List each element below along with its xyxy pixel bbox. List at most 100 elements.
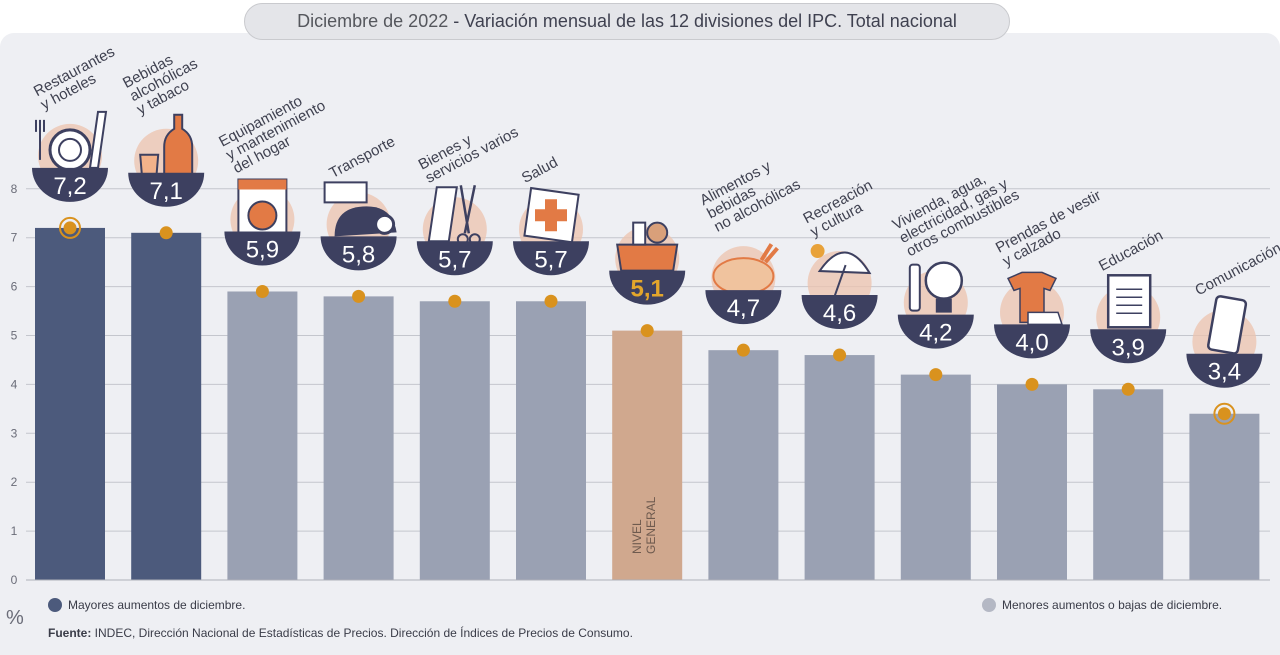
y-tick-label: 5 [11, 329, 18, 343]
value-badge [897, 314, 974, 349]
bar-12 [1189, 413, 1260, 580]
value-label: 4,7 [727, 295, 760, 322]
legend-normal-label: Menores aumentos o bajas de diciembre. [1002, 598, 1223, 612]
value-badge [705, 290, 782, 325]
shoe-shape [1027, 311, 1064, 326]
machine-panel [238, 179, 287, 190]
dot-ring [1213, 402, 1236, 425]
value-badge [609, 270, 686, 305]
bar-dot [1217, 407, 1231, 421]
value-label: 5,9 [246, 236, 279, 263]
y-tick-label: 2 [11, 475, 18, 489]
y-tick-label: 4 [11, 377, 18, 391]
bag-shape [616, 243, 679, 272]
chart-title: Diciembre de 2022 - Variación mensual de… [244, 3, 1010, 40]
category-label: Bienes yservicios varios [416, 110, 522, 186]
card-shape [323, 181, 368, 204]
legend-highlight-label: Mayores aumentos de diciembre. [68, 598, 246, 612]
bar-11 [1093, 389, 1164, 580]
y-axis-unit: % [6, 607, 24, 629]
carton-shape [632, 221, 647, 246]
bar-dot [929, 368, 943, 382]
y-tick-label: 0 [11, 573, 18, 587]
tshirt-shape [1006, 271, 1058, 324]
scissor-blades [459, 185, 477, 234]
category-label: Alimentos ybebidasno alcohólicas [697, 150, 803, 236]
y-tick-label: 8 [11, 182, 18, 196]
category-label-line: Transporte [326, 133, 398, 182]
legend-highlight-swatch [48, 598, 62, 612]
value-badge [801, 295, 878, 330]
title-main: - Variación mensual de las 12 divisiones… [448, 11, 957, 31]
category-label: Comunicación [1192, 240, 1280, 300]
category-label: Restaurantesy hoteles [31, 43, 125, 113]
dot-ring [59, 216, 81, 239]
bar-dot [736, 343, 750, 357]
value-badge [32, 167, 108, 202]
bar-0 [35, 227, 105, 581]
machine-door [247, 200, 278, 231]
bar-6 [612, 330, 683, 580]
legend-normal-swatch [982, 598, 996, 612]
value-badge [416, 241, 493, 276]
y-tick-label: 7 [11, 231, 18, 245]
plug-shape [908, 263, 921, 312]
footnote: Fuente: INDEC, Dirección Nacional de Est… [48, 626, 633, 640]
plate-shape [48, 128, 92, 172]
chicken-body [712, 257, 775, 296]
bar-5 [516, 301, 586, 580]
value-badge [1186, 353, 1263, 388]
legend-highlight: Mayores aumentos de diciembre. [48, 598, 245, 612]
category-label: Recreacióny cultura [800, 177, 882, 241]
bar-10 [997, 384, 1067, 580]
sun-shape [810, 244, 825, 259]
bar-dot [544, 294, 558, 308]
value-badge [320, 236, 397, 271]
notebook-cover [1106, 274, 1152, 329]
umbrella-pole [832, 264, 847, 300]
chicken-legs [759, 243, 779, 264]
value-label: 5,8 [342, 241, 375, 268]
value-label: 3,9 [1112, 334, 1145, 361]
fruit-shape [646, 221, 669, 244]
bar-7 [708, 350, 779, 580]
value-badge [513, 241, 589, 276]
value-label: 5,1 [631, 276, 664, 303]
bar-dot [255, 284, 269, 298]
bulb-base [935, 298, 952, 313]
bar-4 [419, 301, 490, 580]
bar-8 [804, 355, 875, 580]
bar-dot [1025, 377, 1039, 391]
bar-inner-label-line: NIVEL [630, 519, 644, 554]
category-label: Salud [519, 154, 561, 187]
bar-dot [352, 289, 366, 303]
bar-9 [900, 374, 971, 580]
cutlery-plate-icon [35, 110, 108, 188]
value-badge [128, 172, 205, 207]
bar-inner-label: NIVELGENERAL [630, 496, 658, 554]
category-label: Educación [1096, 227, 1166, 275]
plate-inner [58, 137, 82, 162]
title-prefix: Diciembre de 2022 [297, 11, 449, 31]
value-label: 4,2 [919, 320, 952, 347]
category-label: Bebidasalcohólicasy tabaco [120, 42, 208, 118]
value-label: 7,1 [150, 178, 183, 205]
category-label-line: Comunicación [1192, 240, 1280, 300]
bar-2 [227, 291, 298, 580]
bar-dot [1121, 382, 1135, 396]
footnote-text: INDEC, Dirección Nacional de Estadística… [91, 626, 633, 640]
bulb-glass [924, 261, 964, 300]
notebook-lines [1116, 288, 1143, 315]
value-label: 5,7 [534, 246, 567, 273]
category-label-line: Salud [519, 154, 561, 187]
y-tick-label: 1 [11, 524, 18, 538]
bar-inner-label-line: GENERAL [644, 496, 658, 554]
phone-body [1206, 295, 1248, 355]
value-label: 3,4 [1208, 359, 1241, 386]
value-badge [994, 324, 1070, 359]
umbrella-canopy [817, 251, 872, 275]
value-label: 5,7 [438, 246, 471, 273]
value-label: 7,2 [53, 173, 86, 200]
bar-dot [63, 221, 77, 235]
